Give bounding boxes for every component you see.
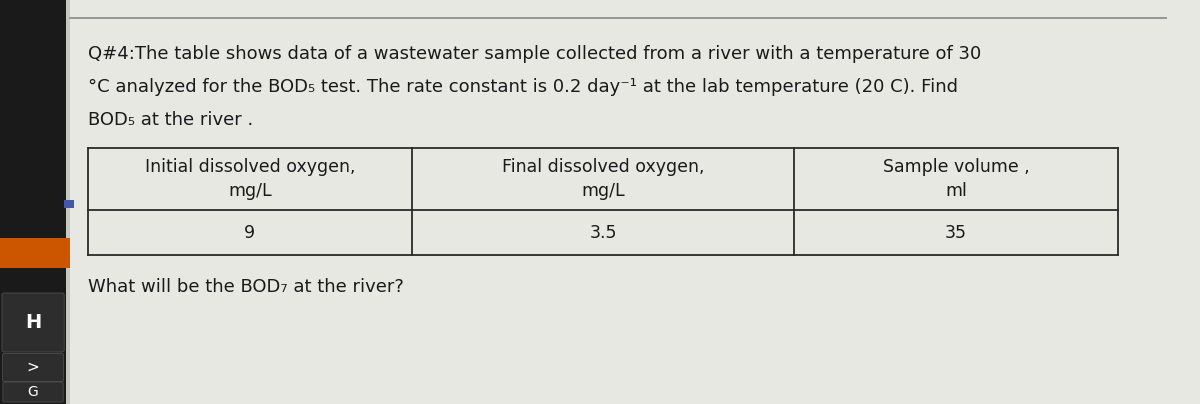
FancyBboxPatch shape (2, 382, 64, 402)
FancyBboxPatch shape (66, 0, 70, 404)
Text: >: > (26, 360, 40, 375)
FancyBboxPatch shape (2, 293, 64, 352)
FancyBboxPatch shape (0, 0, 66, 404)
FancyBboxPatch shape (0, 238, 70, 268)
FancyBboxPatch shape (64, 200, 74, 208)
Text: G: G (28, 385, 38, 399)
Text: BOD₅ at the river .: BOD₅ at the river . (88, 111, 253, 129)
FancyBboxPatch shape (2, 354, 64, 381)
Text: Initial dissolved oxygen,
mg/L: Initial dissolved oxygen, mg/L (145, 158, 355, 200)
Text: °C analyzed for the BOD₅ test. The rate constant is 0.2 day⁻¹ at the lab tempera: °C analyzed for the BOD₅ test. The rate … (88, 78, 958, 96)
Text: H: H (25, 313, 41, 332)
Text: What will be the BOD₇ at the river?: What will be the BOD₇ at the river? (88, 278, 403, 296)
Text: Sample volume ,
ml: Sample volume , ml (883, 158, 1030, 200)
Text: Q#4:The table shows data of a wastewater sample collected from a river with a te: Q#4:The table shows data of a wastewater… (88, 45, 980, 63)
Text: 9: 9 (245, 223, 256, 242)
Text: Final dissolved oxygen,
mg/L: Final dissolved oxygen, mg/L (502, 158, 704, 200)
Text: 35: 35 (946, 223, 967, 242)
Text: 3.5: 3.5 (589, 223, 617, 242)
